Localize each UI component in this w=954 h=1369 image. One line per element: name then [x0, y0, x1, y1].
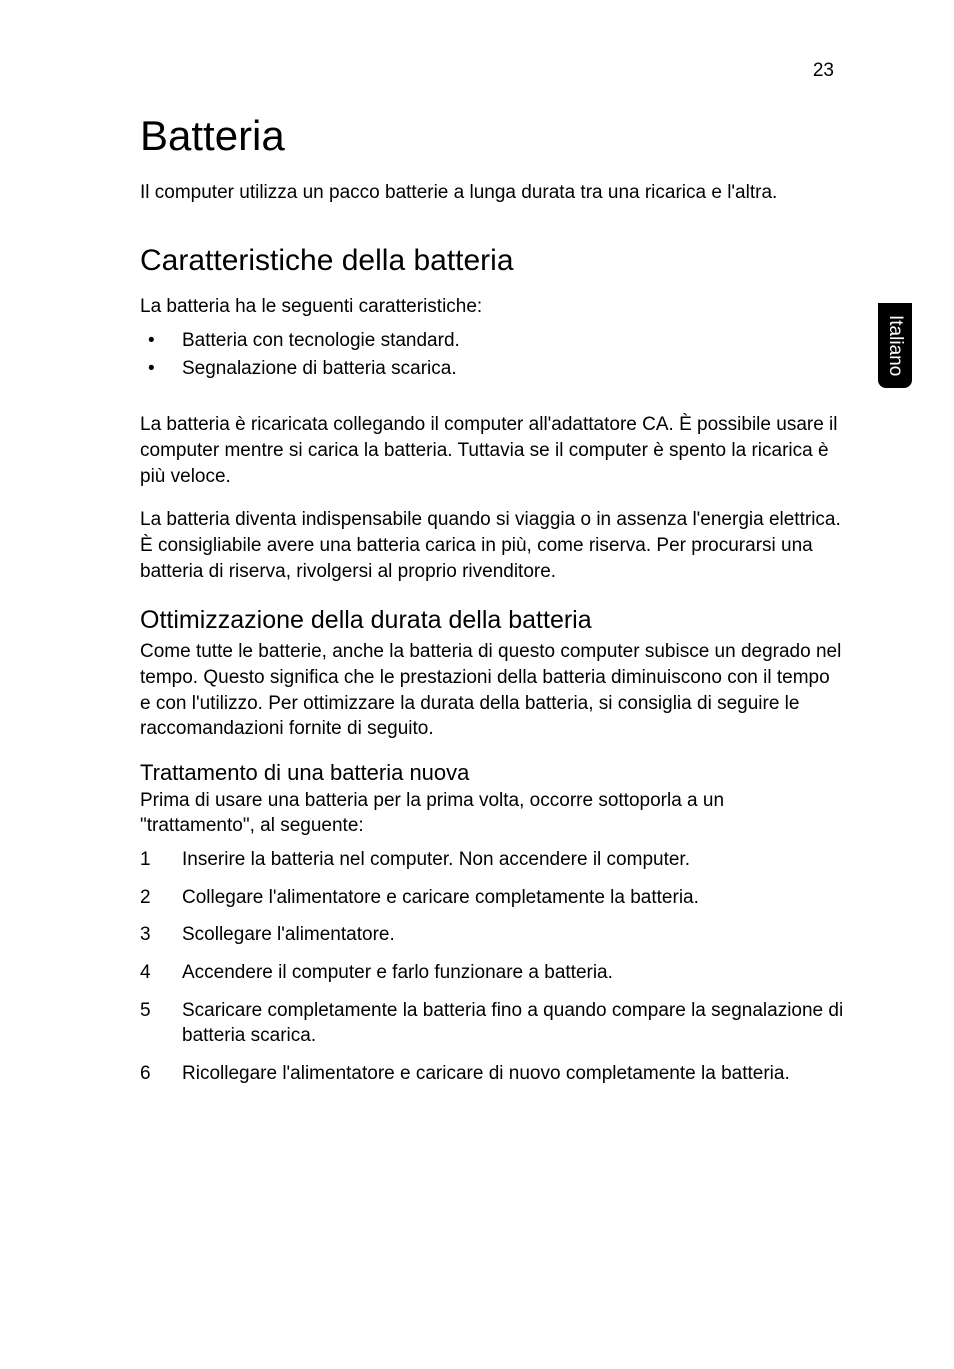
- list-item: Segnalazione di batteria scarica.: [140, 355, 844, 383]
- paragraph: La batteria diventa indispensabile quand…: [140, 507, 844, 584]
- list-item: Batteria con tecnologie standard.: [140, 327, 844, 355]
- list-item: Inserire la batteria nel computer. Non a…: [140, 847, 844, 873]
- paragraph: Come tutte le batterie, anche la batteri…: [140, 639, 844, 742]
- steps-list: Inserire la batteria nel computer. Non a…: [140, 847, 844, 1086]
- page-content: 23 Batteria Il computer utilizza un pacc…: [0, 0, 954, 1159]
- section-heading-optimization: Ottimizzazione della durata della batter…: [140, 606, 844, 635]
- page-number: 23: [140, 60, 844, 82]
- section-heading-characteristics: Caratteristiche della batteria: [140, 244, 844, 278]
- intro-paragraph: Il computer utilizza un pacco batterie a…: [140, 180, 844, 206]
- list-item: Scaricare completamente la batteria fino…: [140, 998, 844, 1049]
- language-tab: Italiano: [878, 303, 912, 388]
- paragraph: La batteria è ricaricata collegando il c…: [140, 412, 844, 489]
- list-item: Accendere il computer e farlo funzionare…: [140, 960, 844, 986]
- characteristics-lead: La batteria ha le seguenti caratteristic…: [140, 294, 844, 320]
- list-item: Scollegare l'alimentatore.: [140, 922, 844, 948]
- features-list: Batteria con tecnologie standard. Segnal…: [140, 327, 844, 382]
- list-item: Ricollegare l'alimentatore e caricare di…: [140, 1061, 844, 1087]
- list-item: Collegare l'alimentatore e caricare comp…: [140, 885, 844, 911]
- treatment-lead: Prima di usare una batteria per la prima…: [140, 788, 844, 839]
- section-heading-treatment: Trattamento di una batteria nuova: [140, 760, 844, 786]
- page-title: Batteria: [140, 112, 844, 160]
